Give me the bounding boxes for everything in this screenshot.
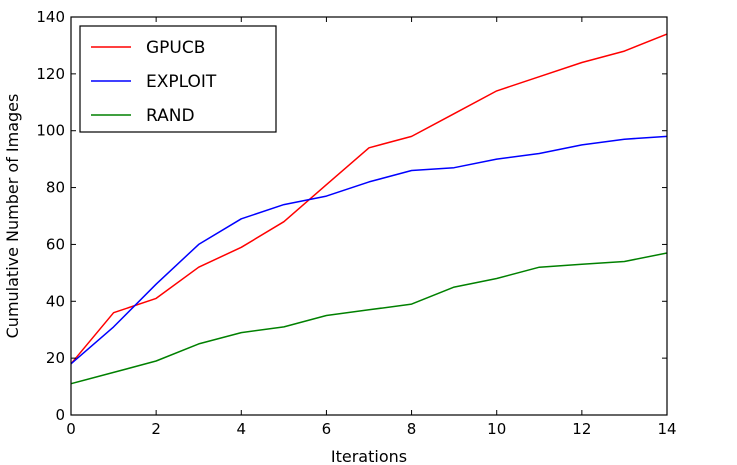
series-line-rand [70,252,668,385]
x-axis-label: Iterations [331,447,407,465]
legend-label-gpucb: GPUCB [146,38,205,58]
y-tick-label: 100 [36,122,65,140]
x-tick-label: 12 [572,420,591,438]
x-tick-label: 14 [657,420,676,438]
x-tick-label: 2 [151,420,161,438]
y-axis-label: Cumulative Number of Images [3,94,22,339]
y-tick-label: 80 [46,179,65,197]
legend-label-rand: RAND [146,106,195,126]
x-tick-label: 6 [322,420,332,438]
y-tick-label: 0 [55,406,65,424]
y-tick-label: 60 [46,235,65,253]
x-tick-label: 10 [487,420,506,438]
series-line-exploit [70,135,668,365]
x-tick-label: 8 [407,420,417,438]
x-tick-label: 4 [237,420,247,438]
y-tick-label: 20 [46,349,65,367]
legend: GPUCB EXPLOIT RAND [79,25,277,133]
series-lines [70,33,668,385]
plot-area-frame [70,16,668,416]
x-tick-label: 0 [66,420,76,438]
series-line-gpucb [70,33,668,365]
y-tick-label: 120 [36,65,65,83]
legend-label-exploit: EXPLOIT [146,72,217,92]
y-tick-label: 140 [36,8,65,26]
y-tick-label: 40 [46,292,65,310]
